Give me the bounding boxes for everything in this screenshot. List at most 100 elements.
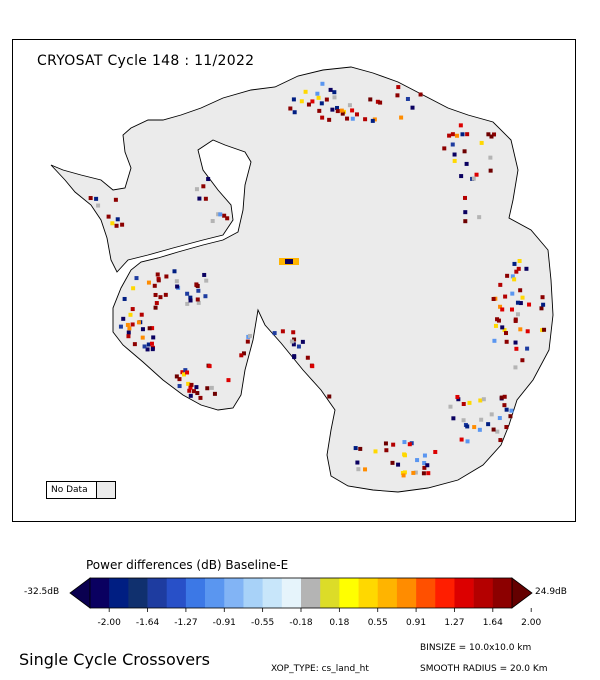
data-bin — [498, 282, 503, 287]
data-bin — [373, 449, 378, 454]
colorbar-bin — [492, 578, 513, 608]
data-bin — [425, 463, 430, 468]
data-bin — [196, 300, 201, 305]
data-bin — [497, 416, 502, 421]
data-bin — [513, 340, 518, 345]
data-bin — [491, 296, 496, 301]
data-bin — [489, 134, 494, 139]
data-bin — [292, 355, 297, 360]
data-bin — [332, 95, 337, 100]
data-bin — [502, 328, 507, 333]
data-bin — [130, 322, 135, 327]
data-bin — [194, 282, 199, 287]
colorbar-tick-label: 2.00 — [521, 618, 542, 628]
data-bin — [291, 330, 296, 335]
data-bin — [479, 140, 484, 145]
colorbar-bin — [224, 578, 244, 608]
data-bin — [512, 277, 517, 282]
map-frame: CRYOSAT Cycle 148 : 11/2022 No Data — [12, 39, 576, 522]
data-bin — [418, 92, 423, 97]
data-bin — [447, 133, 452, 138]
xop-type-label: XOP_TYPE: cs_land_ht — [271, 664, 369, 674]
data-bin — [477, 427, 482, 432]
data-bin — [514, 346, 519, 351]
colorbar-bin — [185, 578, 206, 608]
data-bin — [525, 329, 530, 334]
data-bin — [479, 417, 484, 422]
data-bin — [488, 168, 493, 173]
data-bin — [174, 374, 179, 379]
data-bin — [460, 132, 465, 137]
data-bin — [375, 99, 380, 104]
colorbar-max-label: 24.9dB — [535, 587, 567, 597]
data-bin — [454, 133, 459, 138]
data-bin — [114, 223, 119, 228]
data-bin — [491, 427, 496, 432]
data-bin — [465, 424, 470, 429]
data-bin — [131, 286, 136, 291]
data-bin — [299, 99, 304, 104]
data-bin — [339, 108, 344, 113]
data-bin — [504, 407, 509, 412]
data-bin — [212, 391, 217, 396]
colorbar-bin — [358, 578, 379, 608]
data-bin — [335, 109, 340, 114]
data-bin — [512, 261, 517, 266]
colorbar-bin — [147, 578, 168, 608]
data-bin — [142, 344, 147, 349]
data-bin — [134, 276, 139, 281]
data-bin — [422, 453, 427, 458]
data-bin — [172, 269, 177, 274]
data-bin — [241, 351, 246, 356]
data-bin — [106, 214, 111, 219]
data-bin — [185, 291, 190, 296]
footer-title: Single Cycle Crossovers — [19, 650, 210, 669]
data-bin — [154, 301, 159, 306]
data-bin — [150, 326, 155, 331]
data-bin — [426, 471, 431, 476]
data-bin — [500, 307, 505, 312]
data-bin — [130, 307, 135, 312]
data-bin — [442, 146, 447, 151]
data-bin — [110, 221, 115, 226]
data-bin — [225, 216, 230, 221]
data-bin — [509, 307, 514, 312]
data-bin — [489, 412, 494, 417]
colorbar-tick-label: 1.27 — [444, 618, 465, 628]
data-bin — [502, 394, 507, 399]
data-bin — [510, 291, 515, 296]
data-bin — [153, 292, 158, 297]
data-bin — [327, 394, 332, 399]
data-bin — [195, 391, 200, 396]
data-bin — [477, 215, 482, 220]
data-bin — [459, 174, 464, 179]
data-bin — [402, 440, 407, 445]
data-bin — [463, 219, 468, 224]
binsize-label: BINSIZE = 10.0x10.0 km — [420, 643, 532, 653]
data-bin — [289, 339, 294, 344]
data-bin — [502, 403, 507, 408]
data-bin — [383, 441, 388, 446]
colorbar-bin — [128, 578, 148, 608]
data-bin — [350, 116, 355, 121]
data-bin — [353, 446, 358, 451]
data-bin — [94, 196, 99, 201]
data-bin — [216, 212, 221, 217]
data-bin — [206, 177, 211, 182]
colorbar-bin — [320, 578, 340, 608]
data-bin — [88, 196, 93, 201]
data-bin — [189, 382, 194, 387]
data-bin — [372, 117, 377, 122]
data-bin — [539, 306, 544, 311]
data-bin — [175, 284, 180, 289]
data-bin — [291, 97, 296, 102]
data-bin — [327, 117, 332, 122]
data-bin — [203, 196, 208, 201]
data-bin — [197, 196, 202, 201]
data-bin — [492, 338, 497, 343]
data-bin — [478, 398, 483, 403]
data-bin — [164, 274, 169, 279]
colorbar-bin — [243, 578, 263, 608]
data-bin — [407, 442, 412, 447]
data-bin — [203, 294, 208, 299]
